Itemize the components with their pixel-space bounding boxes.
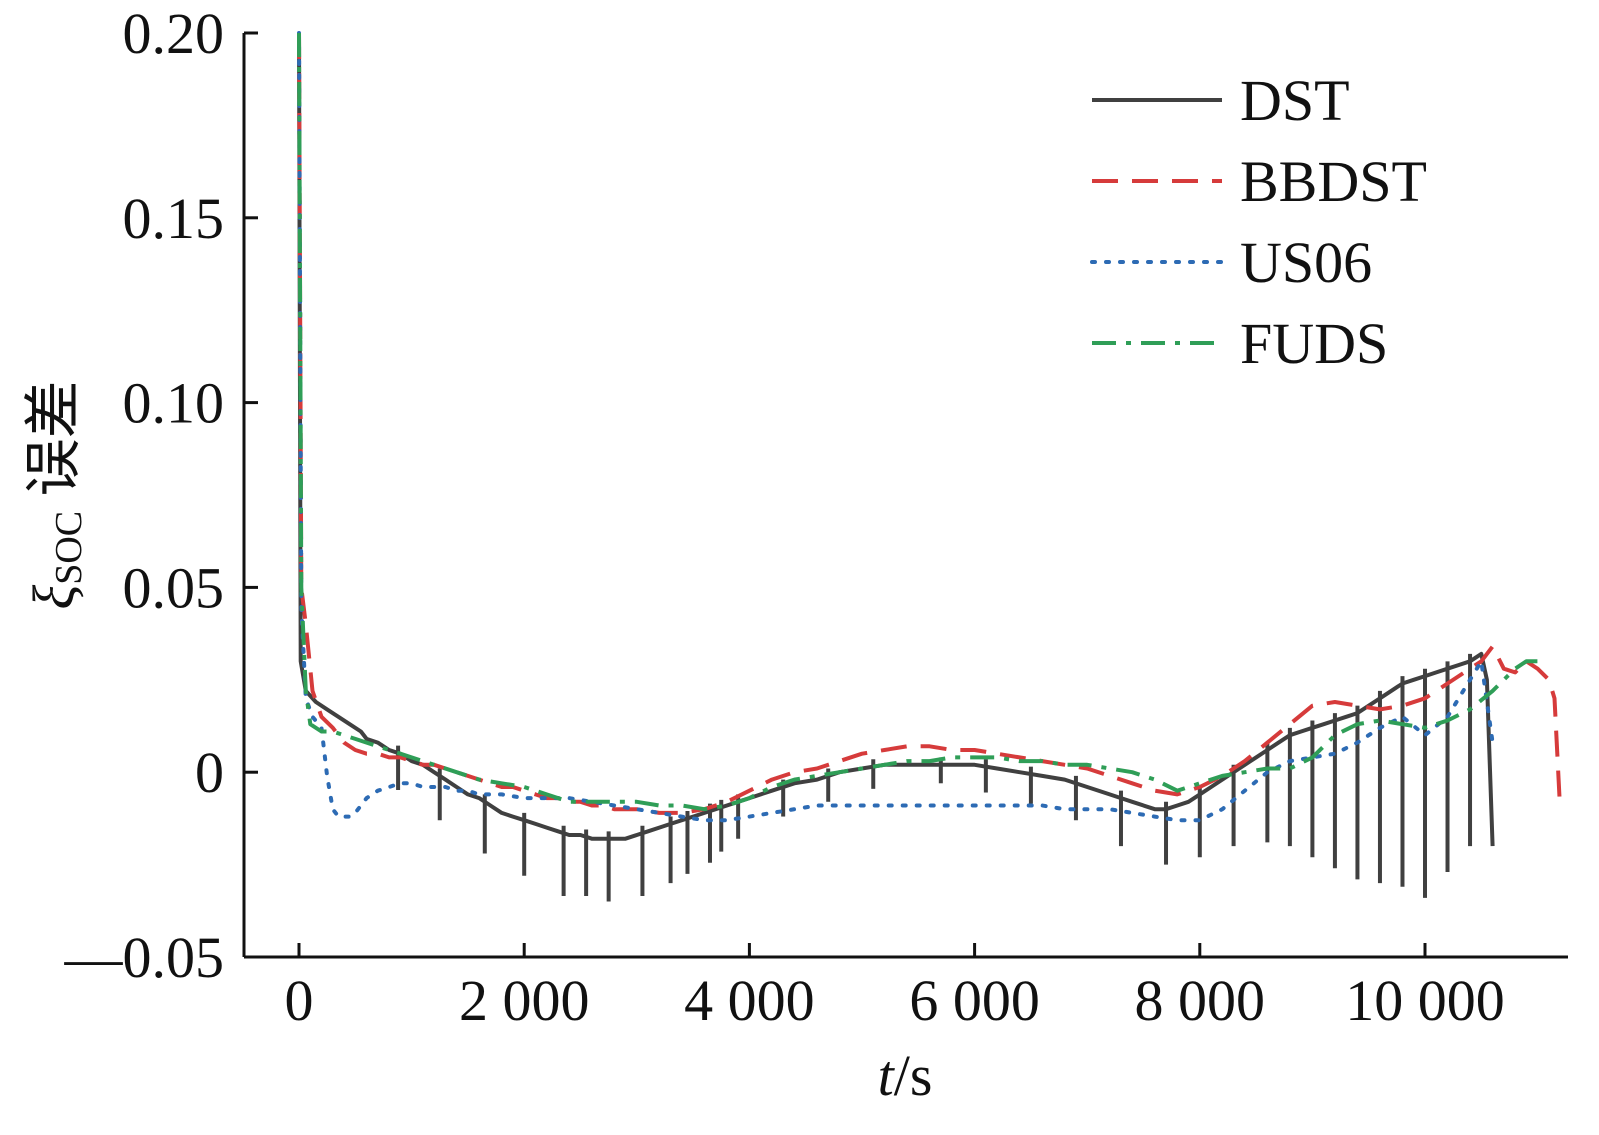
legend-label-bbdst: BBDST [1240,149,1427,214]
legend-label-fuds: FUDS [1240,311,1388,376]
x-tick-label: 4 000 [684,968,815,1033]
legend-label-dst: DST [1240,68,1350,133]
series-line-us06 [297,31,1495,823]
x-tick-label: 0 [285,968,314,1033]
svg-text:ξSOC 误差: ξSOC 误差 [21,380,89,609]
y-axis-label-sub: SOC [48,511,90,585]
y-tick-label: 0.05 [123,555,225,620]
y-axis-label-text: 误差 [21,380,86,511]
series-line-fuds [297,32,1545,812]
x-tick-label: 2 000 [459,968,590,1033]
y-tick-label: —0.05 [64,925,225,990]
y-tick-label: 0.20 [123,1,225,66]
series-line-dst [297,32,1495,847]
x-tick-label: 10 000 [1345,968,1505,1033]
legend-label-us06: US06 [1240,230,1372,295]
y-tick-label: 0.10 [123,371,225,436]
x-axis-label-unit: s [910,1043,933,1108]
ticks: 0 2 000 4 000 6 000 8 000 10 000 —0.05 0 0.05 0.1… [64,1,1505,1033]
x-tick-label: 6 000 [909,968,1040,1033]
x-tick-label: 8 000 [1135,968,1266,1033]
y-tick-label: 0.15 [123,186,225,251]
y-axis-label: ξSOC 误差 [21,380,89,609]
y-tick-label: 0 [195,740,224,805]
legend: DST BBDST US06 FUDS [1090,68,1427,376]
series-line-bbdst [297,32,1563,815]
y-axis-label-symbol: ξ [21,585,86,610]
x-axis-label-var: t [878,1043,896,1108]
x-axis-label: t/s [878,1043,933,1108]
series-layer [297,31,1563,902]
x-axis-label-slash: / [894,1043,911,1108]
axes [242,33,1568,959]
